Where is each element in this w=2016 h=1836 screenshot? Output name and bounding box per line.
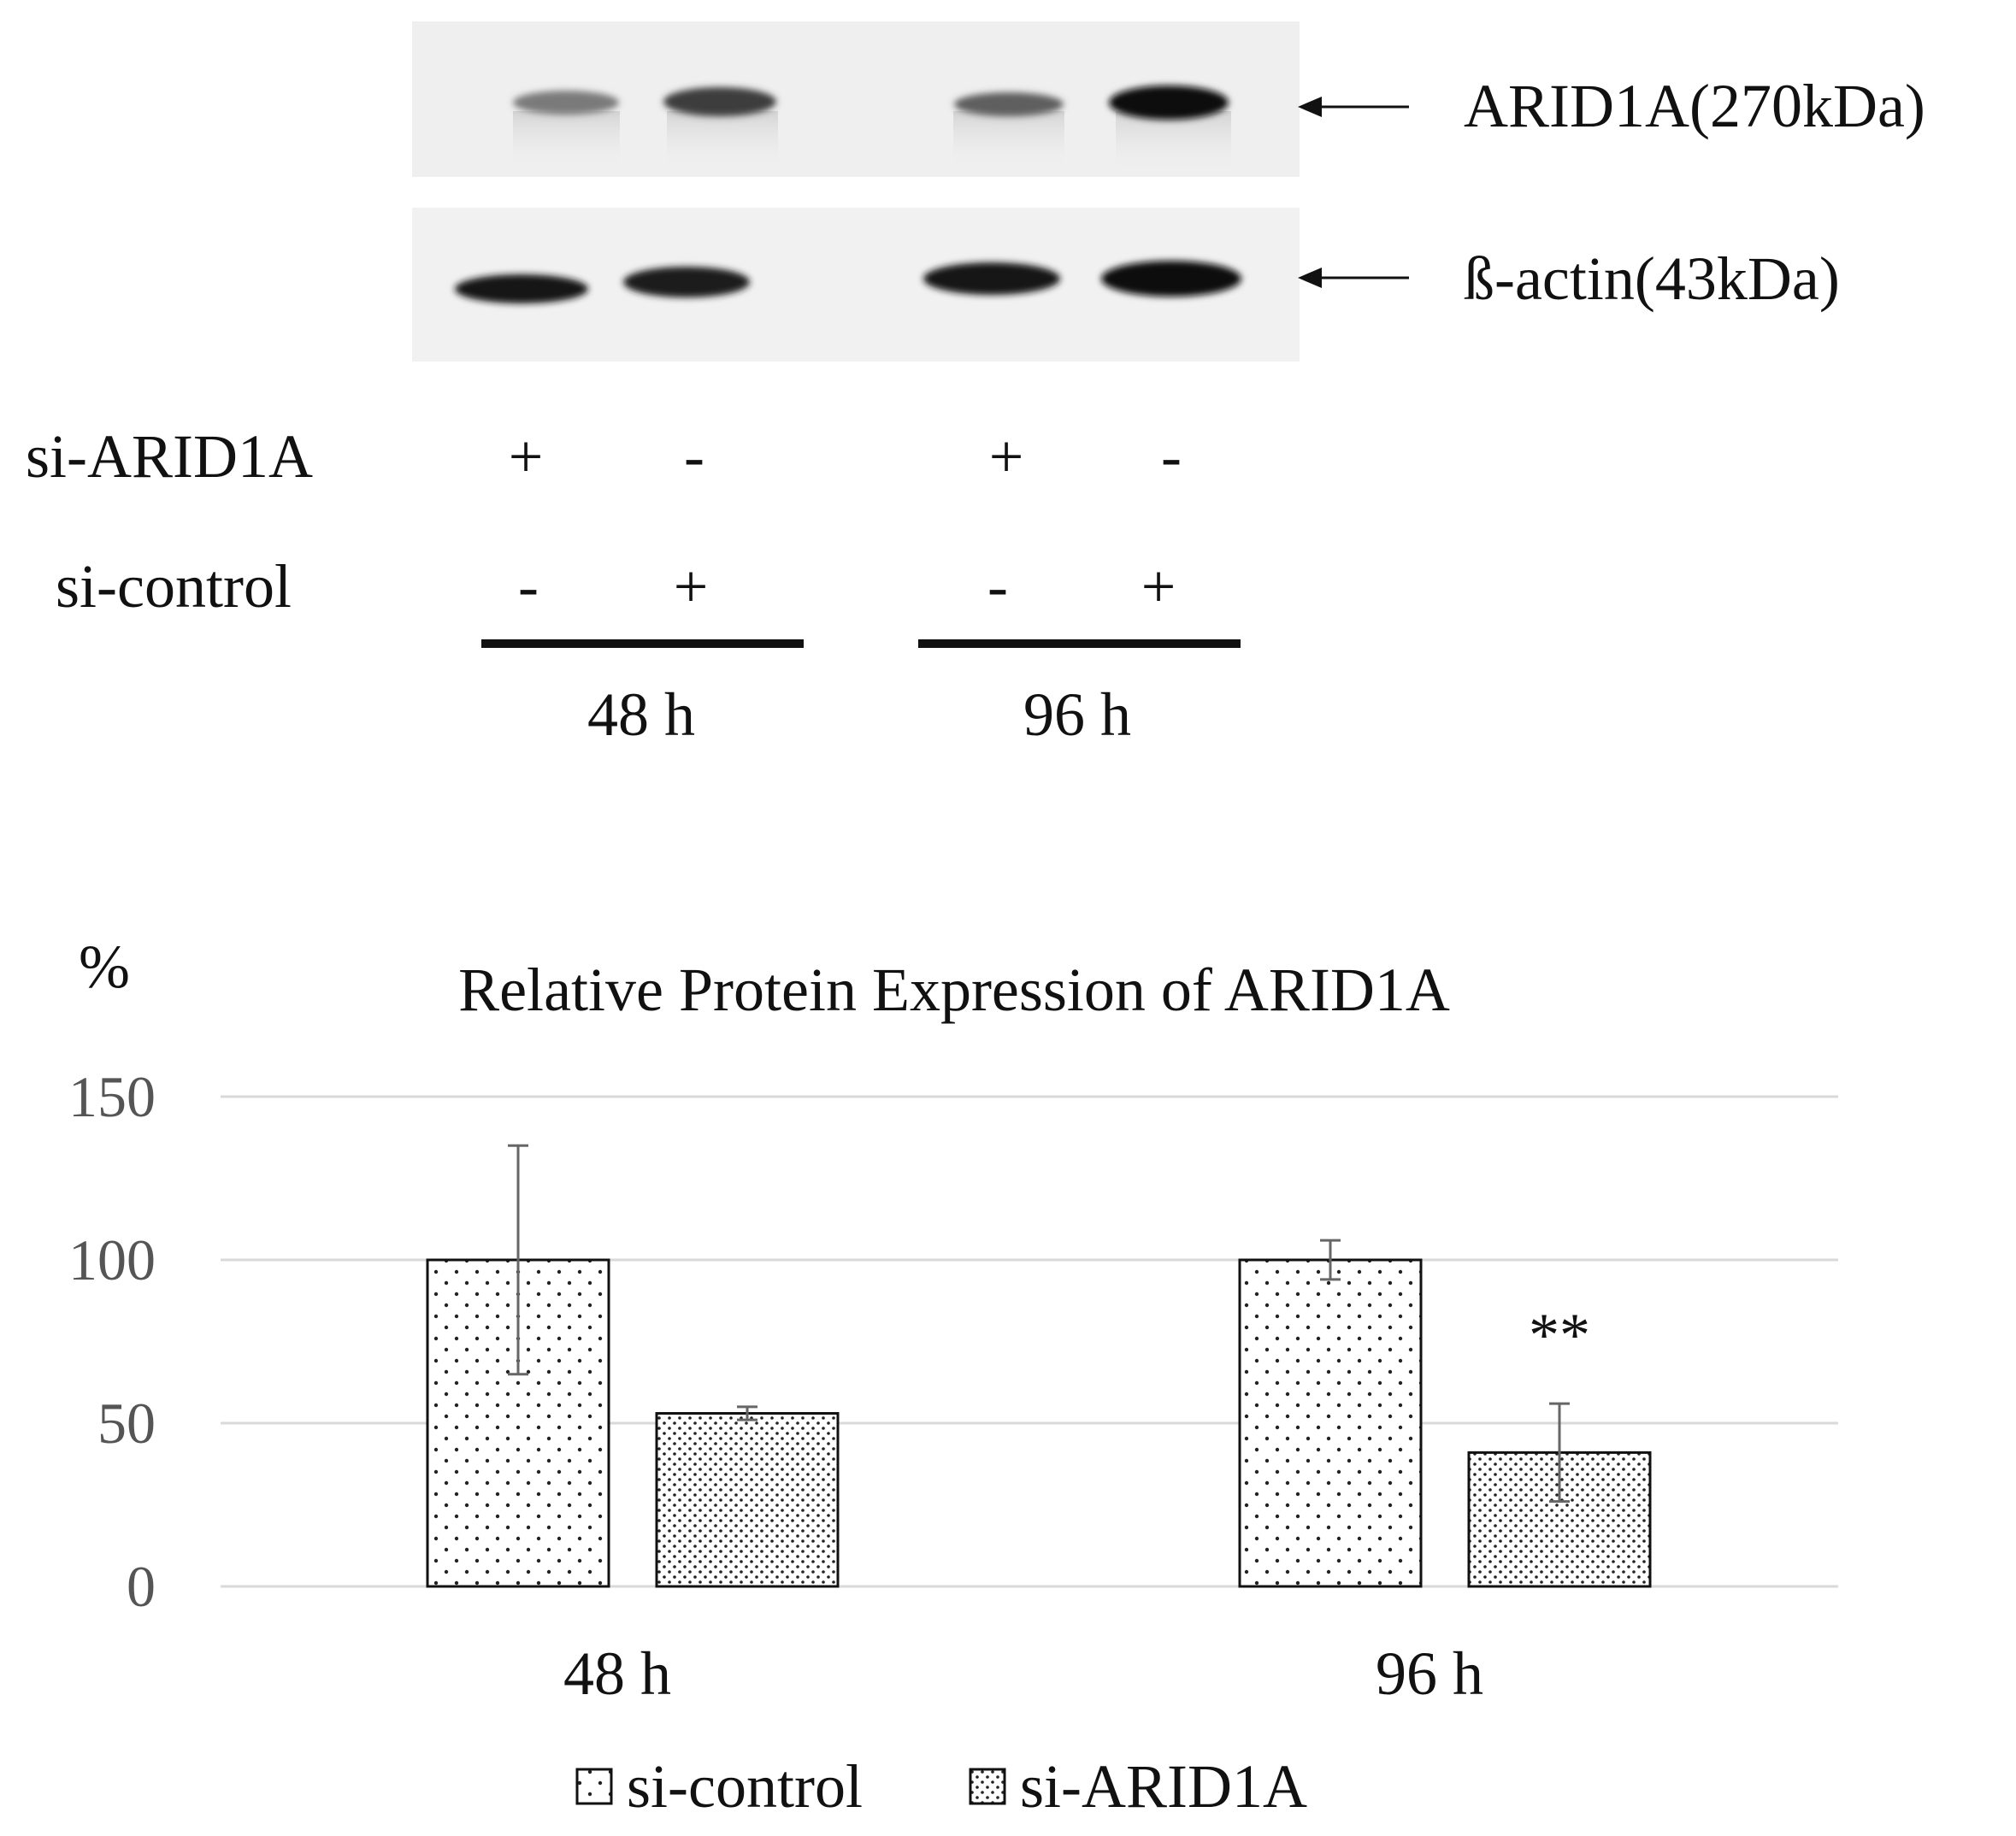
band-label-actin: ß-actin(43kDa) [1464, 244, 1840, 313]
si-control-mark-lane3: - [987, 552, 1008, 621]
si-arid1a-mark-lane1: + [508, 422, 544, 491]
actin-band-lane2 [623, 267, 750, 297]
si-control-mark-lane4: + [1141, 552, 1176, 621]
y-tick-label-100: 100 [68, 1227, 156, 1292]
legend-swatch-si-control [575, 1768, 613, 1805]
legend-swatch-si-ARID1A [969, 1768, 1006, 1805]
x-tick-label-48h: 48 h [563, 1639, 671, 1708]
legend-label-si-ARID1A: si-ARID1A [1020, 1752, 1307, 1821]
time-label-96h: 96 h [1023, 680, 1131, 749]
arid1a-bands [513, 85, 1231, 175]
actin-band-lane3 [923, 262, 1060, 295]
chart-ylabel: % [79, 933, 130, 1001]
si-arid1a-mark-lane3: + [988, 422, 1024, 491]
actin-bands [455, 261, 1241, 303]
si-arid1a-mark-lane2: - [684, 422, 704, 491]
legend-label-si-control: si-control [627, 1752, 863, 1821]
time-bar-96h [918, 639, 1241, 648]
arid1a-band-lane2 [663, 87, 776, 116]
y-tick-label-0: 0 [127, 1554, 156, 1619]
x-tick-label-96h: 96 h [1376, 1639, 1483, 1708]
legend-swatches [575, 1768, 1006, 1805]
band-label-arid1a: ARID1A(270kDa) [1464, 72, 1925, 140]
significance-annotation: ** [1529, 1301, 1590, 1370]
arrow-icon-arid1a [1298, 97, 1409, 117]
y-tick-label-150: 150 [68, 1064, 156, 1129]
bar-si-control-96h [1238, 1258, 1423, 1588]
row-label-si-control: si-control [56, 552, 292, 621]
bar-si-ARID1A-48h [655, 1412, 840, 1588]
western-blot-panel [412, 21, 1409, 648]
error-bars [508, 1144, 1570, 1504]
y-tick-label-50: 50 [97, 1391, 156, 1456]
si-control-mark-lane1: - [518, 552, 539, 621]
si-control-mark-lane2: + [673, 552, 709, 621]
chart-title: Relative Protein Expression of ARID1A [458, 956, 1450, 1024]
arid1a-band-lane1 [513, 91, 619, 115]
row-label-si-arid1a: si-ARID1A [26, 422, 313, 491]
time-label-48h: 48 h [587, 680, 695, 749]
si-arid1a-mark-lane4: - [1161, 422, 1182, 491]
arid1a-band-lane3 [954, 92, 1064, 116]
actin-band-lane4 [1101, 261, 1241, 297]
time-bar-48h [481, 639, 804, 648]
actin-band-lane1 [455, 274, 588, 303]
arrow-icon-actin [1298, 268, 1409, 288]
arid1a-band-lane4 [1109, 85, 1229, 120]
